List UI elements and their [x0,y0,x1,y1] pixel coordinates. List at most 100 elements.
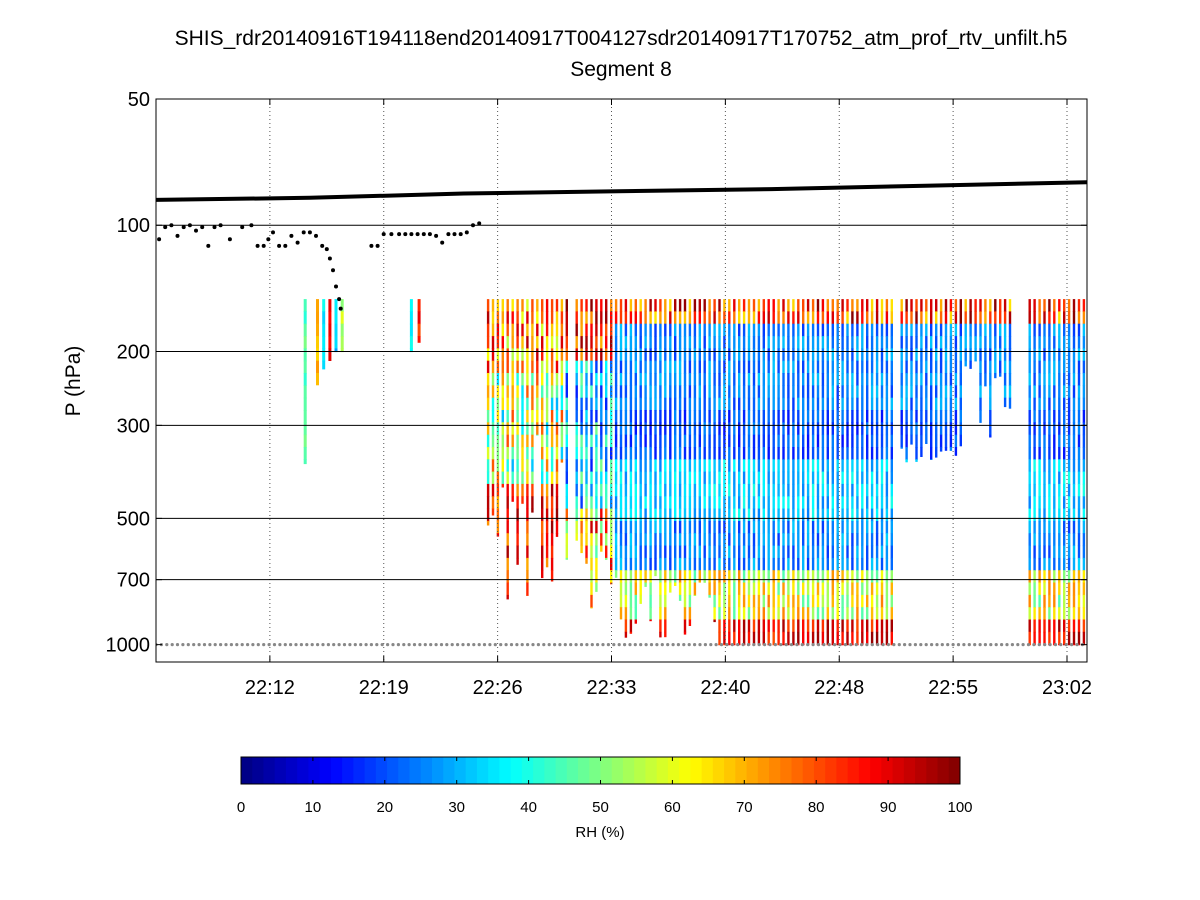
rh-cell [634,348,637,362]
rh-cell [664,422,667,436]
rh-cell [1043,336,1046,349]
surface-marker [838,643,842,647]
rh-cell [851,397,854,411]
rh-cell [846,570,849,584]
rh-cell [856,582,859,596]
rh-cell [939,336,943,349]
rh-cell [1077,619,1081,633]
rh-cell [595,434,598,448]
rh-cell [580,508,583,522]
rh-cell [777,619,780,633]
rh-cell [531,397,534,411]
rh-cell [575,410,578,423]
rh-cell [969,348,972,362]
rh-cell [762,582,765,596]
rh-cell [683,447,687,460]
rh-cell [698,520,701,534]
cloud-top-marker [163,225,168,230]
rh-cell [1077,508,1081,522]
rh-cell [806,570,810,584]
rh-cell [526,348,529,362]
rh-cell [531,447,534,460]
rh-cell [767,508,770,522]
rh-cell [767,323,770,337]
rh-cell [1003,311,1007,325]
rh-cell [866,373,869,386]
rh-cell [821,471,825,485]
rh-cell [698,496,701,510]
rh-cell [409,299,413,312]
rh-cell [861,557,864,571]
rh-cell [802,459,805,473]
rh-cell [851,323,854,337]
rh-cell [733,348,736,362]
rh-cell [1048,447,1051,460]
rh-cell [762,422,765,436]
rh-cell [841,582,844,596]
rh-cell [683,520,687,534]
rh-cell [600,496,603,510]
colorbar-tick-label: 40 [520,799,537,816]
rh-cell [1033,360,1036,374]
rh-cell [767,336,770,349]
rh-cell [831,508,834,522]
rh-cell [856,533,859,547]
rh-cell [614,447,618,460]
rh-cell [491,299,495,312]
rh-cell [526,459,529,473]
rh-cell [816,533,820,547]
rh-cell [688,311,692,325]
surface-marker [849,643,853,647]
rh-cell [659,422,662,436]
surface-marker [795,643,799,647]
rh-cell [846,311,849,325]
rh-cell [550,410,554,423]
rh-cell [870,397,874,411]
rh-cell [762,299,765,312]
rh-cell [880,520,884,534]
rh-cell [728,410,731,423]
rh-cell [600,533,603,547]
rh-cell [723,459,726,473]
rh-cell [747,385,751,399]
rh-cell [885,385,889,399]
rh-cell [531,422,534,436]
surface-marker [693,643,697,647]
surface-marker [967,643,971,647]
rh-cell [334,348,338,353]
rh-cell [1043,594,1046,608]
rh-cell [747,570,751,584]
rh-cell [747,459,751,473]
rh-cell [713,373,716,386]
rh-cell [826,422,829,436]
rh-cell [629,323,633,337]
rh-cell [644,373,647,386]
rh-cell [1053,570,1056,584]
rh-cell [856,520,859,534]
rh-cell [649,434,652,448]
rh-cell [885,336,889,349]
rh-cell [984,323,987,337]
rh-cell [688,594,692,608]
rh-cell [930,385,933,399]
rh-cell [649,557,652,571]
rh-cell [1063,483,1066,497]
rh-cell [851,410,854,423]
rh-cell [880,594,884,608]
rh-cell [752,570,756,584]
rh-cell [580,520,583,534]
rh-cell [870,520,874,534]
rh-cell [644,385,647,399]
rh-cell [486,311,490,325]
rh-cell [624,607,628,621]
rh-cell [984,348,987,362]
rh-cell [1028,410,1031,423]
rh-cell [698,545,701,559]
surface-marker [219,643,223,647]
rh-cell [969,323,972,337]
rh-cell [870,459,874,473]
colorbar-segment [600,757,613,784]
rh-cell [733,397,736,411]
rh-cell [1077,397,1081,411]
rh-cell [954,323,958,337]
